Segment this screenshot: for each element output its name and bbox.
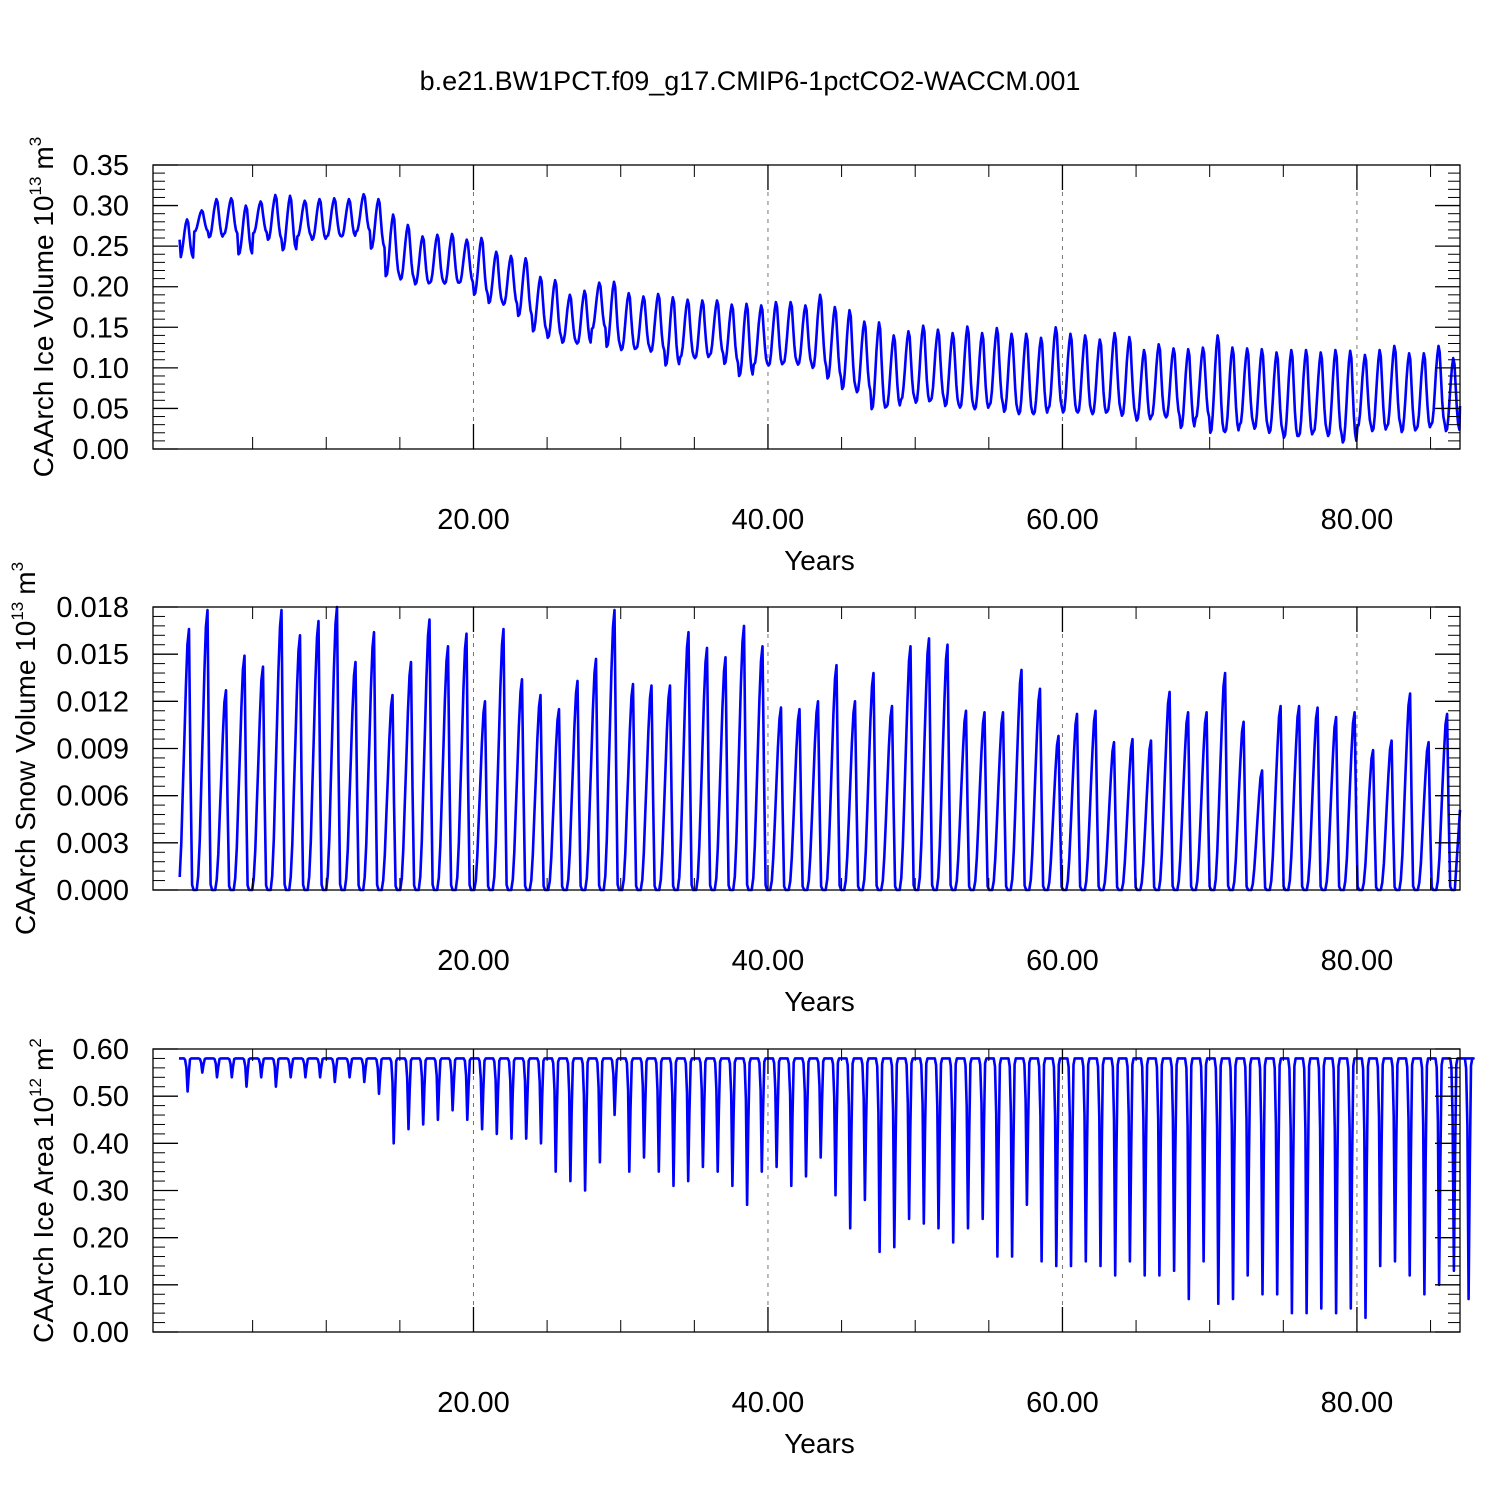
y-tick-label: 0.012 <box>56 686 129 718</box>
ice-volume-plot-frame <box>152 164 1461 450</box>
x-tick-label: 20.00 <box>437 1387 510 1419</box>
y-tick-label: 0.015 <box>56 639 129 671</box>
y-tick-label: 0.10 <box>73 1270 129 1302</box>
x-tick-label: 40.00 <box>732 1387 805 1419</box>
y-tick-label: 0.15 <box>73 312 129 344</box>
x-tick-label: 60.00 <box>1026 945 1099 977</box>
ice-area-x-axis-label: Years <box>784 1428 855 1459</box>
x-tick-label: 40.00 <box>732 504 805 536</box>
snow-volume-y-axis-label: CAArch Snow Volume 1013m3 <box>8 562 41 935</box>
ice-area-y-axis-label: CAArch Ice Area 1012m2 <box>26 1038 59 1343</box>
y-tick-label: 0.20 <box>73 1223 129 1255</box>
y-tick-label: 0.20 <box>73 272 129 304</box>
y-tick-label: 0.018 <box>56 592 129 624</box>
x-tick-label: 60.00 <box>1026 504 1099 536</box>
ice-volume-x-axis-label: Years <box>784 545 855 576</box>
x-tick-label: 40.00 <box>732 945 805 977</box>
snow-volume-x-axis-label: Years <box>784 986 855 1017</box>
ice-volume-y-axis-label: CAArch Ice Volume 1013m3 <box>26 137 59 477</box>
ice-volume-panel: 0.00 0.05 0.10 0.15 0.20 0.25 0.30 0.35 20.00 40.… <box>26 137 1462 576</box>
x-tick-label: 20.00 <box>437 945 510 977</box>
y-tick-label: 0.50 <box>73 1081 129 1113</box>
snow-volume-line <box>178 605 1462 892</box>
ice-area-line <box>178 1057 1475 1320</box>
y-tick-label: 0.30 <box>73 191 129 223</box>
snow-volume-panel: 0.000 0.003 0.006 0.009 0.012 0.015 0.018 20.00… <box>8 562 1462 1017</box>
x-tick-label: 80.00 <box>1321 504 1394 536</box>
y-tick-label: 0.05 <box>73 393 129 425</box>
ice-area-panel: 0.00 0.10 0.20 0.30 0.40 0.50 0.60 20.00 40.00 60… <box>26 1034 1475 1459</box>
y-tick-label: 0.000 <box>56 875 129 907</box>
x-tick-label: 80.00 <box>1321 945 1394 977</box>
figure-title: b.e21.BW1PCT.f09_g17.CMIP6-1pctCO2-WACCM… <box>420 66 1081 96</box>
y-tick-label: 0.009 <box>56 734 129 766</box>
y-tick-label: 0.00 <box>73 1317 129 1349</box>
x-tick-label: 60.00 <box>1026 1387 1099 1419</box>
y-tick-label: 0.25 <box>73 231 129 263</box>
y-tick-label: 0.40 <box>73 1128 129 1160</box>
y-tick-label: 0.35 <box>73 150 129 182</box>
ice-volume-line <box>178 192 1462 444</box>
x-tick-label: 80.00 <box>1321 1387 1394 1419</box>
y-tick-label: 0.30 <box>73 1176 129 1208</box>
y-tick-label: 0.006 <box>56 781 129 813</box>
x-tick-label: 20.00 <box>437 504 510 536</box>
y-tick-label: 0.60 <box>73 1034 129 1066</box>
y-tick-label: 0.003 <box>56 828 129 860</box>
y-tick-label: 0.00 <box>73 434 129 466</box>
y-tick-label: 0.10 <box>73 353 129 385</box>
